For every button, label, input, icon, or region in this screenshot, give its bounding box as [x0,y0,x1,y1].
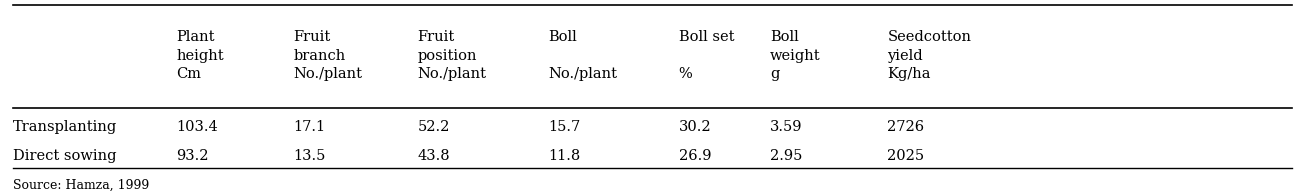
Text: Boll set

%: Boll set % [679,30,735,82]
Text: 2.95: 2.95 [770,149,803,163]
Text: 103.4: 103.4 [176,120,218,134]
Text: Plant
height
Cm: Plant height Cm [176,30,223,82]
Text: 93.2: 93.2 [176,149,209,163]
Text: Fruit
position
No./plant: Fruit position No./plant [418,30,487,82]
Text: 52.2: 52.2 [418,120,450,134]
Text: Transplanting: Transplanting [13,120,117,134]
Text: 2726: 2726 [887,120,924,134]
Text: Seedcotton
yield
Kg/ha: Seedcotton yield Kg/ha [887,30,971,82]
Text: 13.5: 13.5 [294,149,326,163]
Text: Direct sowing: Direct sowing [13,149,116,163]
Text: 2025: 2025 [887,149,924,163]
Text: 15.7: 15.7 [548,120,581,134]
Text: 17.1: 17.1 [294,120,326,134]
Text: Boll

No./plant: Boll No./plant [548,30,617,82]
Text: Fruit
branch
No./plant: Fruit branch No./plant [294,30,363,82]
Text: Boll
weight
g: Boll weight g [770,30,821,82]
Text: 3.59: 3.59 [770,120,803,134]
Text: 11.8: 11.8 [548,149,581,163]
Text: 26.9: 26.9 [679,149,711,163]
Text: 43.8: 43.8 [418,149,450,163]
Text: 30.2: 30.2 [679,120,711,134]
Text: Source: Hamza, 1999: Source: Hamza, 1999 [13,179,149,191]
